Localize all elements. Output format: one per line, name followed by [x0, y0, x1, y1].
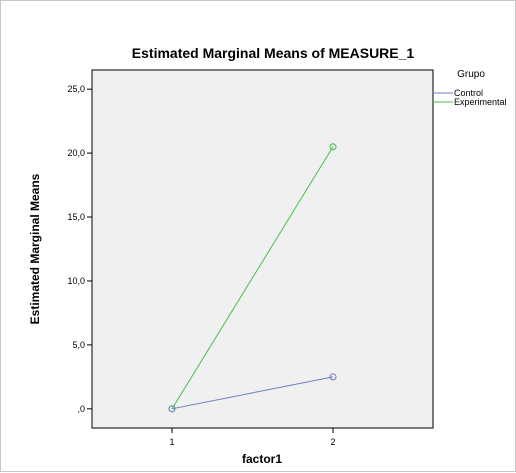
x-tick-label: 1 [169, 437, 174, 447]
plot-area [91, 69, 434, 429]
chart-title: Estimated Marginal Means of MEASURE_1 [132, 45, 415, 61]
y-tick-label: 10,0 [67, 276, 85, 286]
legend-label-control: Control [454, 88, 483, 98]
series-layer [168, 143, 337, 413]
series-line-control [171, 376, 334, 410]
data-point-experimental [329, 143, 337, 151]
series-line-experimental [171, 146, 334, 410]
y-tick-label: 25,0 [67, 84, 85, 94]
y-axis: ,0 5,0 10,0 15,0 20,0 25,0 [67, 84, 92, 414]
y-axis-label: Estimated Marginal Means [28, 173, 42, 324]
y-tick-label: 15,0 [67, 212, 85, 222]
x-axis-label: factor1 [242, 452, 282, 466]
legend-title: Grupo [457, 69, 485, 80]
y-tick-label: ,0 [77, 404, 85, 414]
data-point-control [329, 373, 337, 381]
y-tick-label: 5,0 [72, 340, 85, 350]
legend-label-experimental: Experimental [454, 97, 507, 107]
x-tick-label: 2 [330, 437, 335, 447]
y-tick-label: 20,0 [67, 148, 85, 158]
data-point-control [168, 405, 176, 413]
